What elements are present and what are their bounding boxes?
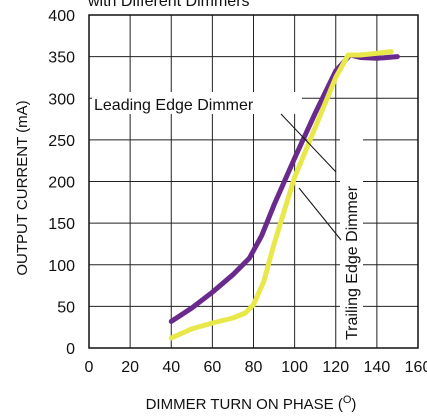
x-tick-label: 0 [85, 359, 94, 376]
leading-edge-label: Leading Edge Dimmer [94, 97, 254, 114]
x-tick-label: 160 [405, 359, 427, 376]
y-tick-label: 150 [48, 216, 75, 233]
grid [88, 14, 419, 349]
x-tick-label: 80 [245, 359, 263, 376]
y-tick-labels: 0 50 100 150 200 250 300 350 400 [48, 8, 75, 358]
x-tick-labels: 0 20 40 60 80 100 120 140 160 [85, 359, 427, 376]
trailing-edge-leader [298, 187, 342, 241]
x-axis-label-unit: O [343, 394, 352, 406]
x-tick-label: 40 [162, 359, 180, 376]
series-lines [168, 49, 400, 341]
chart-title: with Different Dimmers [87, 0, 250, 10]
x-tick-label: 100 [281, 359, 308, 376]
y-axis-label: OUTPUT CURRENT (mA) [14, 100, 31, 275]
y-tick-label: 300 [48, 91, 75, 108]
plot-frame [88, 14, 419, 349]
x-tick-label: 140 [364, 359, 391, 376]
leading-label-bg [92, 92, 302, 114]
trailing-label-bg [340, 132, 363, 342]
y-tick-label: 350 [48, 50, 75, 67]
y-tick-label: 0 [66, 341, 75, 358]
y-tick-label: 250 [48, 133, 75, 150]
leading-edge-leader [280, 113, 337, 173]
x-axis-label: DIMMER TURN ON PHASE (O) [146, 394, 357, 413]
y-tick-label: 100 [48, 258, 75, 275]
x-axis-label-text: DIMMER TURN ON PHASE ( [146, 396, 343, 413]
y-tick-label: 200 [48, 175, 75, 192]
series-line-trailing-edge [168, 49, 394, 341]
x-axis-label-close: ) [351, 396, 356, 413]
y-tick-label: 400 [48, 8, 75, 25]
y-tick-label: 50 [57, 299, 75, 316]
annotations: Leading Edge Dimmer Trailing Edge Dimmer [92, 92, 363, 342]
x-tick-label: 120 [322, 359, 349, 376]
x-tick-label: 60 [203, 359, 221, 376]
x-tick-label: 20 [121, 359, 139, 376]
trailing-edge-label: Trailing Edge Dimmer [344, 185, 361, 340]
